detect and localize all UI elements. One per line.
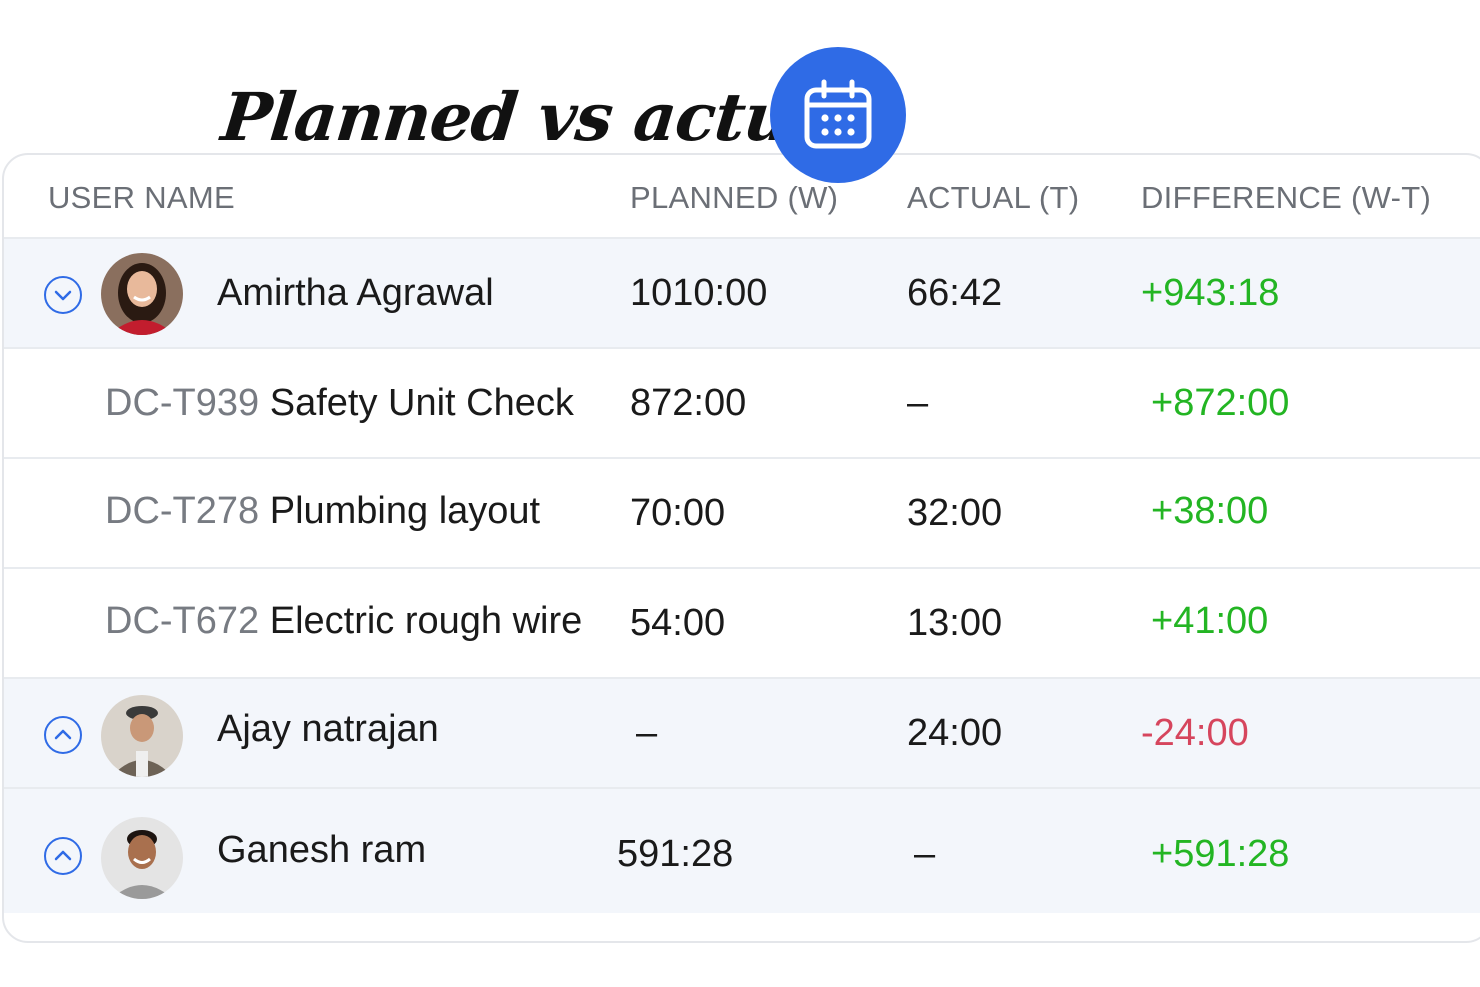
planned-value: 70:00 (630, 492, 726, 534)
task-id: DC-T278 Plumbing layout (105, 490, 541, 532)
expand-toggle[interactable] (44, 716, 82, 754)
header-difference[interactable]: DIFFERENCE (W-T) (1141, 180, 1432, 215)
difference-value: +591:28 (1151, 833, 1290, 875)
difference-value: +38:00 (1151, 490, 1269, 532)
chevron-up-icon (54, 850, 72, 861)
chevron-up-icon (54, 729, 72, 740)
header-planned[interactable]: PLANNED (W) (630, 180, 839, 215)
table-header: USER NAME PLANNED (W) ACTUAL (T) DIFFERE… (4, 155, 1480, 239)
difference-value: +41:00 (1151, 600, 1269, 642)
expand-toggle[interactable] (44, 837, 82, 875)
user-row-ganesh-ram[interactable]: Ganesh ram 591:28 – +591:28 (4, 789, 1480, 913)
planned-value: 591:28 (617, 833, 734, 875)
task-name: Plumbing layout (269, 490, 541, 532)
task-row-dc-t672[interactable]: DC-T672 Electric rough wire 54:00 13:00 … (4, 569, 1480, 679)
calendar-icon (804, 79, 872, 149)
difference-value: -24:00 (1141, 712, 1249, 754)
expand-toggle[interactable] (44, 276, 82, 314)
calendar-badge[interactable] (770, 47, 906, 183)
planned-value: 1010:00 (630, 272, 768, 314)
avatar (101, 253, 183, 335)
task-name: Electric rough wire (269, 600, 583, 642)
actual-value: 32:00 (907, 492, 1003, 534)
task-row-dc-t278[interactable]: DC-T278 Plumbing layout 70:00 32:00 +38:… (4, 459, 1480, 569)
planned-vs-actual-table: USER NAME PLANNED (W) ACTUAL (T) DIFFERE… (2, 153, 1480, 943)
task-name: Safety Unit Check (269, 382, 574, 424)
task-row-dc-t939[interactable]: DC-T939 Safety Unit Check 872:00 – +872:… (4, 349, 1480, 459)
actual-value: 24:00 (907, 712, 1003, 754)
user-row-amirtha-agrawal[interactable]: Amirtha Agrawal 1010:00 66:42 +943:18 (4, 239, 1480, 349)
user-name: Ajay natrajan (217, 708, 439, 750)
actual-value: – (914, 833, 936, 875)
user-name: Amirtha Agrawal (217, 272, 494, 314)
planned-value: 54:00 (630, 602, 726, 644)
task-id: DC-T939 Safety Unit Check (105, 382, 574, 424)
header-user-name[interactable]: USER NAME (48, 180, 236, 215)
difference-value: +943:18 (1141, 272, 1280, 314)
actual-value: 13:00 (907, 602, 1003, 644)
task-id: DC-T672 Electric rough wire (105, 600, 583, 642)
page-title: Planned vs actual (217, 78, 862, 156)
avatar (101, 817, 183, 899)
header-actual[interactable]: ACTUAL (T) (907, 180, 1080, 215)
planned-value: 872:00 (630, 382, 747, 424)
actual-value: – (907, 382, 929, 424)
avatar (101, 695, 183, 777)
difference-value: +872:00 (1151, 382, 1290, 424)
chevron-down-icon (54, 290, 72, 301)
user-row-ajay-natrajan[interactable]: Ajay natrajan – 24:00 -24:00 (4, 679, 1480, 789)
actual-value: 66:42 (907, 272, 1003, 314)
planned-value: – (636, 712, 658, 754)
user-name: Ganesh ram (217, 829, 427, 871)
